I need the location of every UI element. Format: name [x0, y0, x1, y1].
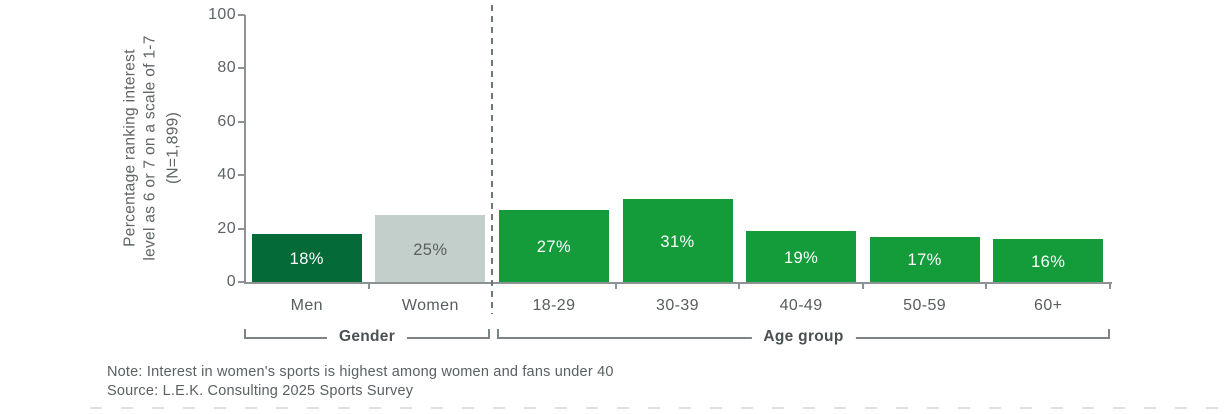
x-axis-tick-1	[367, 282, 370, 289]
bar-60-	[993, 239, 1104, 282]
source-text: Source: L.E.K. Consulting 2025 Sports Su…	[107, 383, 414, 399]
section-separator-dashed-line	[491, 5, 493, 314]
y-axis-tick-label-100: 100	[208, 6, 236, 23]
bar-value-label-women: 25%	[413, 240, 448, 259]
category-label-men: Men	[290, 297, 323, 314]
y-axis-line	[244, 15, 246, 283]
category-label-50-59: 50-59	[903, 297, 947, 314]
bar-value-label-18-29: 27%	[536, 237, 572, 256]
x-axis-tick-4	[738, 282, 741, 289]
category-label-60-: 60+	[1034, 297, 1063, 314]
y-axis-tick-label-80: 80	[217, 59, 236, 77]
bar-value-label-men: 18%	[289, 249, 324, 268]
bottom-divider	[90, 407, 1224, 409]
x-axis-tick-3	[614, 282, 617, 289]
y-axis-tick-80	[238, 67, 245, 70]
y-axis-tick-40	[238, 174, 245, 177]
bar-value-label-30-39: 31%	[660, 232, 695, 251]
bar-18-29	[498, 209, 609, 282]
x-axis-line	[244, 282, 1112, 284]
x-axis-tick-7	[1109, 282, 1111, 289]
bar-value-label-40-49: 19%	[783, 248, 819, 267]
gender-group-label: Gender	[326, 327, 408, 347]
y-axis-title-line-1: Percentage ranking interest	[121, 49, 139, 247]
y-axis-title-sample-size: (N=1,899)	[164, 111, 182, 185]
y-axis-title: Percentage ranking interest level as 6 o…	[121, 35, 184, 260]
y-axis-tick-100	[238, 14, 245, 16]
y-axis-tick-label-0: 0	[226, 273, 236, 290]
y-axis-tick-0	[238, 281, 245, 283]
bar-30-39	[622, 199, 733, 282]
age-group-label: Age group	[751, 327, 856, 347]
x-axis-tick-6	[985, 282, 988, 289]
bar-value-label-50-59: 17%	[907, 251, 942, 270]
bar-men	[251, 233, 362, 282]
category-label-18-29: 18-29	[532, 297, 576, 314]
y-axis-tick-label-20: 20	[217, 219, 236, 237]
y-axis-tick-60	[238, 120, 245, 123]
category-label-40-49: 40-49	[779, 297, 823, 314]
bar-50-59	[869, 236, 980, 282]
gender-group-bracket: Gender	[244, 327, 490, 347]
x-axis-tick-5	[861, 282, 864, 289]
bar-women	[375, 215, 486, 282]
y-axis-tick-label-40: 40	[217, 166, 236, 184]
category-label-women: Women	[401, 297, 459, 314]
note-text: Note: Interest in women's sports is high…	[107, 364, 614, 380]
y-axis-title-line-2: level as 6 or 7 on a scale of 1-7	[141, 35, 159, 261]
y-axis-tick-20	[238, 227, 245, 230]
age-group-bracket: Age group	[497, 327, 1110, 347]
bar-40-49	[746, 231, 857, 282]
bar-value-label-60-: 16%	[1031, 252, 1066, 271]
y-axis-tick-label-60: 60	[217, 112, 236, 130]
category-label-30-39: 30-39	[656, 297, 699, 314]
